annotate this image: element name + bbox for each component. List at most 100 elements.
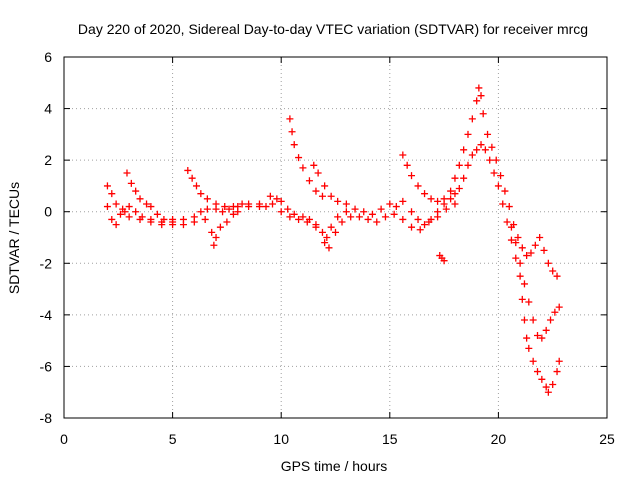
data-point <box>332 228 339 236</box>
data-point <box>451 190 459 198</box>
data-point <box>473 146 481 154</box>
data-point <box>127 179 135 187</box>
data-point <box>284 205 292 213</box>
data-point <box>160 215 168 223</box>
data-point <box>234 208 242 216</box>
data-point <box>210 241 218 249</box>
data-point <box>360 208 368 216</box>
data-point <box>153 210 161 218</box>
data-point <box>312 187 320 195</box>
data-point <box>512 239 520 247</box>
data-point <box>421 190 429 198</box>
data-point <box>523 334 531 342</box>
data-point <box>479 110 487 118</box>
data-point <box>327 192 335 200</box>
data-point <box>312 223 320 231</box>
y-tick-label: -4 <box>40 307 53 323</box>
data-point <box>116 210 124 218</box>
data-point <box>484 130 492 138</box>
data-point <box>255 203 263 211</box>
data-point <box>123 169 131 177</box>
data-point <box>518 295 526 303</box>
series-storm-lower <box>455 141 563 396</box>
data-point <box>503 218 511 226</box>
data-point <box>520 316 528 324</box>
series-midday-arc <box>184 166 246 211</box>
y-tick-label: -8 <box>40 410 53 426</box>
data-point <box>219 208 227 216</box>
data-point <box>468 151 476 159</box>
data-point <box>229 203 237 211</box>
data-point <box>103 203 111 211</box>
data-point <box>262 203 270 211</box>
data-point <box>288 128 296 136</box>
data-point <box>455 161 463 169</box>
data-point <box>414 182 422 190</box>
data-point <box>551 308 559 316</box>
data-point <box>364 215 372 223</box>
data-point <box>238 200 246 208</box>
y-axis-label: SDTVAR / TECUs <box>6 182 22 294</box>
data-point <box>533 368 541 376</box>
data-point <box>286 213 294 221</box>
x-tick-label: 0 <box>60 431 68 447</box>
data-point <box>290 141 298 149</box>
data-point <box>481 146 489 154</box>
data-point <box>536 234 544 241</box>
data-point <box>295 154 303 162</box>
data-point <box>542 326 550 334</box>
plot-frame <box>63 56 608 419</box>
data-point <box>125 213 133 221</box>
data-point <box>132 187 140 195</box>
data-point <box>538 375 546 383</box>
y-tick-label: 4 <box>44 101 52 117</box>
data-point <box>390 210 398 218</box>
data-point <box>399 197 407 205</box>
series-evening-arc <box>399 151 442 205</box>
data-point <box>373 218 381 226</box>
data-point <box>334 197 342 205</box>
data-point <box>549 380 557 388</box>
data-point <box>303 218 311 226</box>
data-point <box>520 280 528 288</box>
data-point <box>408 223 416 231</box>
data-point <box>295 215 303 223</box>
data-point <box>523 252 531 260</box>
data-point <box>208 228 216 236</box>
data-point <box>507 236 515 244</box>
data-point <box>351 205 359 213</box>
data-point <box>514 234 522 241</box>
data-point <box>132 208 140 216</box>
data-points <box>103 84 563 396</box>
data-point <box>229 210 237 218</box>
data-point <box>392 203 400 211</box>
data-point <box>290 210 298 218</box>
data-point <box>112 200 120 208</box>
data-point <box>108 190 116 198</box>
x-tick-label: 25 <box>599 431 615 447</box>
data-point <box>368 210 376 218</box>
data-point <box>169 215 177 223</box>
data-point <box>201 215 209 223</box>
x-tick-label: 10 <box>273 431 289 447</box>
data-point <box>555 357 563 365</box>
data-point <box>434 197 442 205</box>
data-point <box>553 368 561 376</box>
series-storm-peak <box>440 84 561 280</box>
data-point <box>434 213 442 221</box>
data-point <box>477 141 485 149</box>
y-tick-label: 6 <box>44 49 52 65</box>
data-point <box>501 187 509 195</box>
data-point <box>464 161 472 169</box>
data-point <box>555 303 563 311</box>
data-point <box>342 208 350 216</box>
data-point <box>318 192 326 200</box>
x-tick-label: 5 <box>169 431 177 447</box>
data-point <box>136 195 144 203</box>
data-point <box>468 115 476 123</box>
data-point <box>408 208 416 216</box>
data-point <box>527 249 535 257</box>
data-point <box>327 223 335 231</box>
